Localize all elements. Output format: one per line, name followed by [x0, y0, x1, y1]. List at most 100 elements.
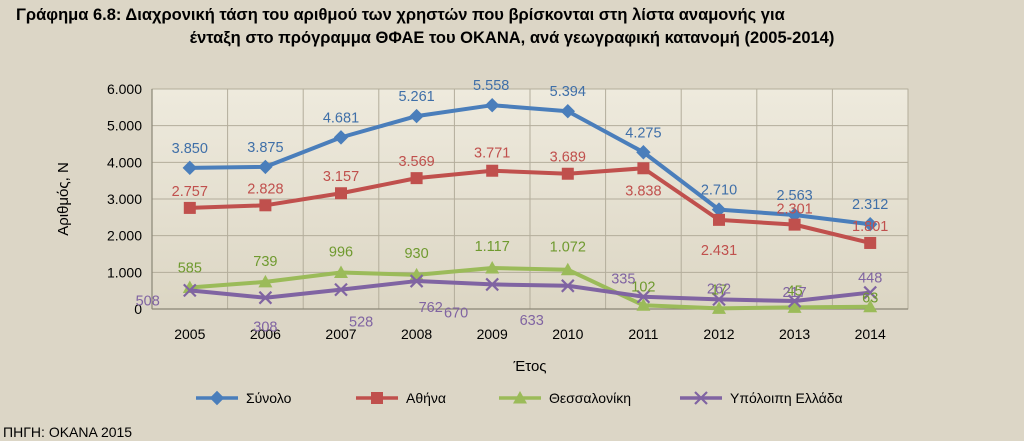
- series-lines: [182, 97, 878, 314]
- data-point-marker: [334, 282, 348, 297]
- data-point-marker: [484, 97, 500, 113]
- x-tick-label: 2006: [250, 326, 281, 342]
- data-label: 585: [178, 261, 202, 277]
- data-label: 3.838: [625, 183, 661, 199]
- data-label: 3.569: [398, 154, 434, 170]
- y-axis-title: Αριθμός, Ν: [55, 162, 72, 236]
- data-label: 102: [631, 279, 655, 295]
- data-point-marker: [787, 300, 802, 313]
- data-label: 4.275: [625, 125, 661, 141]
- data-point-marker: [636, 298, 651, 311]
- data-label: 739: [253, 254, 277, 270]
- data-label: 2.431: [701, 243, 737, 259]
- data-labels: 3.850 3.875 4.681 5.261 5.558 5.394 4.275 2.710…: [136, 78, 889, 336]
- data-point-marker: [561, 279, 575, 293]
- x-tick-label: 2012: [703, 326, 734, 342]
- data-point-marker: [788, 218, 801, 231]
- data-label: 45: [787, 283, 803, 299]
- y-tick-label: 3.000: [107, 191, 142, 207]
- data-label: 1.801: [852, 219, 888, 235]
- data-point-marker: [712, 301, 726, 314]
- data-label: 930: [404, 246, 428, 262]
- x-tick-label: 2008: [401, 326, 432, 342]
- legend-marker: [209, 390, 225, 406]
- data-label: 308: [253, 320, 277, 336]
- legend-item: Σύνολο: [196, 390, 292, 406]
- y-tick-label: 0: [134, 301, 142, 317]
- data-label: 217: [782, 285, 806, 301]
- data-point-marker: [862, 217, 878, 232]
- x-tick-label: 2013: [779, 326, 810, 342]
- series-line-2: [189, 266, 871, 311]
- data-label: 1.072: [550, 240, 586, 256]
- legend-item: Αθήνα: [356, 390, 446, 406]
- data-point-marker: [258, 274, 273, 288]
- x-axis-title: Έτος: [512, 358, 546, 375]
- legend-item: Υπόλοιπη Ελλάδα: [680, 390, 843, 406]
- y-tick-label: 4.000: [107, 154, 142, 170]
- data-label: 670: [444, 305, 468, 321]
- data-point-marker: [183, 283, 197, 298]
- data-point-marker: [863, 299, 878, 313]
- data-point-marker: [486, 164, 499, 177]
- data-label: 1.117: [475, 239, 510, 255]
- axes: 0 1.000 2.000 3.000 4.000 5.000 6.000 2005 2006 2…: [55, 81, 908, 375]
- data-label: 2.301: [776, 202, 812, 218]
- chart-title-line2: ένταξη στο πρόγραμμα ΘΦΑΕ του ΟΚΑΝΑ, ανά…: [189, 29, 835, 47]
- legend-marker: [371, 392, 383, 404]
- data-label: 2.563: [776, 188, 812, 204]
- legend-label: Αθήνα: [406, 390, 446, 406]
- data-point-marker: [787, 294, 802, 308]
- series-line-3: [189, 279, 871, 304]
- data-label: 633: [520, 313, 544, 329]
- data-point-marker: [636, 289, 651, 304]
- data-point-marker: [637, 162, 650, 175]
- data-label: 262: [707, 281, 731, 297]
- data-label: 2.828: [247, 181, 283, 197]
- data-label: 335: [611, 272, 635, 288]
- data-point-marker: [409, 274, 424, 288]
- data-label: 4.681: [323, 110, 359, 126]
- data-point-marker: [485, 261, 500, 274]
- data-point-marker: [258, 159, 273, 175]
- x-tick-label: 2011: [628, 326, 658, 342]
- data-label: 5.558: [473, 78, 509, 94]
- data-label: 448: [858, 271, 882, 287]
- data-point-marker: [409, 108, 424, 124]
- y-tick-label: 6.000: [107, 81, 142, 97]
- data-label: 3.157: [323, 169, 359, 185]
- data-point-marker: [182, 160, 198, 176]
- x-tick-label: 2005: [174, 326, 205, 342]
- data-point-marker: [334, 265, 348, 278]
- legend: Σύνολο Αθήνα Θεσσαλονίκη Υπόλοιπη Ελλάδα: [196, 390, 843, 406]
- data-point-marker: [410, 172, 423, 185]
- data-label: 5.394: [550, 84, 586, 100]
- data-label: 3.850: [172, 141, 208, 157]
- data-label: 2.757: [172, 184, 208, 200]
- data-point-marker: [333, 130, 349, 145]
- legend-item: Θεσσαλονίκη: [499, 390, 631, 406]
- y-tick-label: 1.000: [107, 264, 142, 280]
- y-tick-label: 5.000: [107, 118, 142, 134]
- data-point-marker: [713, 213, 725, 226]
- x-tick-label: 2014: [855, 326, 886, 342]
- data-label: 3.771: [474, 146, 510, 162]
- data-label: 5.261: [398, 89, 434, 105]
- data-point-marker: [863, 285, 877, 300]
- data-point-marker: [485, 277, 499, 292]
- data-label: 3.689: [550, 150, 586, 166]
- data-point-marker: [183, 201, 196, 214]
- legend-label: Θεσσαλονίκη: [549, 390, 631, 406]
- series-line-1: [189, 166, 871, 245]
- data-label: 528: [349, 315, 373, 331]
- data-point-marker: [335, 187, 347, 200]
- data-label: 508: [136, 293, 160, 309]
- legend-marker: [694, 391, 708, 405]
- y-tick-label: 2.000: [107, 228, 142, 244]
- data-point-marker: [258, 290, 273, 305]
- data-point-marker: [712, 292, 726, 307]
- data-label: 2.312: [852, 197, 888, 213]
- legend-label: Υπόλοιπη Ελλάδα: [730, 390, 843, 406]
- data-point-marker: [560, 104, 576, 119]
